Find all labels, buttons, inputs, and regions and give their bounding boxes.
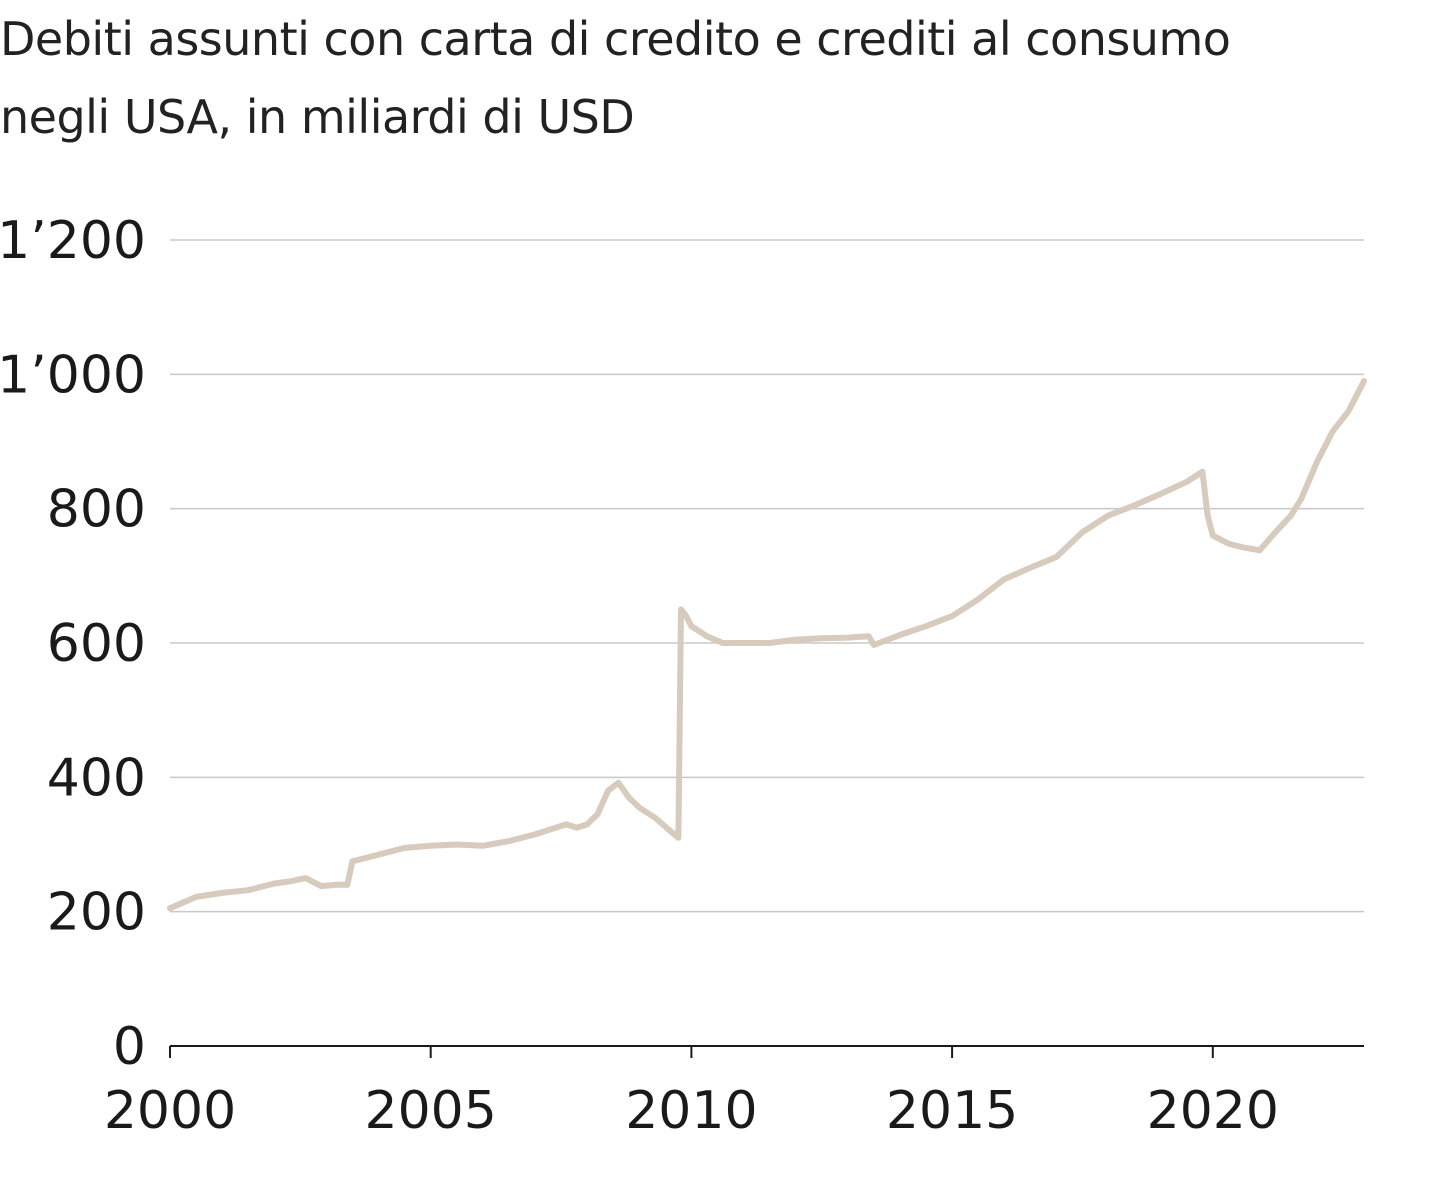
y-tick-label: 800	[47, 480, 146, 540]
series-layer	[167, 378, 1367, 912]
x-tick-label: 2015	[886, 1081, 1018, 1141]
y-tick-label: 200	[47, 883, 146, 943]
y-axis-ticks: 0 200 400 600 800 1’000 1’200	[0, 211, 146, 1077]
x-axis: 2000 2005 2010 2015 2020	[104, 1045, 1364, 1141]
x-tick-label: 2000	[104, 1081, 236, 1141]
y-tick-label: 1’200	[0, 211, 146, 271]
y-tick-label: 400	[47, 748, 146, 808]
x-tick-label: 2005	[365, 1081, 497, 1141]
y-tick-label: 600	[47, 614, 146, 674]
x-tick-label: 2020	[1147, 1081, 1279, 1141]
series-line-0	[167, 378, 1367, 912]
gridlines	[170, 239, 1364, 913]
y-tick-label: 1’000	[0, 345, 146, 405]
chart-title-line-2: negli USA, in miliardi di USD	[0, 90, 635, 144]
x-tick-label: 2010	[625, 1081, 757, 1141]
y-tick-label: 0	[113, 1017, 146, 1077]
chart-title-line-1: Debiti assunti con carta di credito e cr…	[0, 12, 1231, 66]
chart-title: Debiti assunti con carta di credito e cr…	[0, 0, 1420, 156]
